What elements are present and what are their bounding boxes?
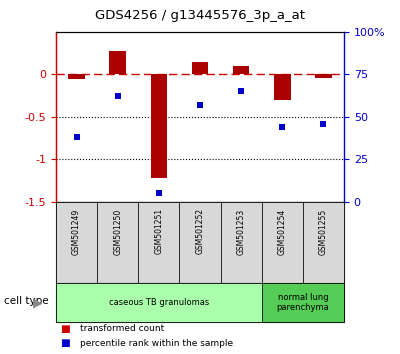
FancyBboxPatch shape bbox=[262, 202, 303, 283]
FancyBboxPatch shape bbox=[262, 283, 344, 322]
Text: GSM501255: GSM501255 bbox=[319, 208, 328, 255]
Text: GSM501249: GSM501249 bbox=[72, 208, 81, 255]
FancyBboxPatch shape bbox=[303, 202, 344, 283]
Text: caseous TB granulomas: caseous TB granulomas bbox=[109, 298, 209, 307]
Bar bbox=[68, 74, 85, 79]
Bar bbox=[233, 66, 249, 74]
FancyBboxPatch shape bbox=[220, 202, 262, 283]
Bar bbox=[192, 62, 208, 74]
FancyBboxPatch shape bbox=[138, 202, 180, 283]
Text: ▶: ▶ bbox=[33, 296, 43, 309]
Bar bbox=[110, 51, 126, 74]
Text: GDS4256 / g13445576_3p_a_at: GDS4256 / g13445576_3p_a_at bbox=[95, 9, 305, 22]
Bar bbox=[151, 74, 167, 178]
Text: GSM501252: GSM501252 bbox=[196, 208, 204, 255]
Text: GSM501251: GSM501251 bbox=[154, 208, 163, 255]
Text: GSM501250: GSM501250 bbox=[113, 208, 122, 255]
Text: GSM501253: GSM501253 bbox=[237, 208, 246, 255]
Text: cell type: cell type bbox=[4, 296, 49, 306]
Text: ■: ■ bbox=[60, 338, 70, 348]
Text: percentile rank within the sample: percentile rank within the sample bbox=[80, 339, 233, 348]
FancyBboxPatch shape bbox=[56, 202, 97, 283]
FancyBboxPatch shape bbox=[56, 283, 262, 322]
FancyBboxPatch shape bbox=[97, 202, 138, 283]
Text: GSM501254: GSM501254 bbox=[278, 208, 287, 255]
Bar bbox=[274, 74, 290, 100]
Bar bbox=[315, 74, 332, 78]
Text: ■: ■ bbox=[60, 324, 70, 333]
Text: normal lung
parenchyma: normal lung parenchyma bbox=[276, 293, 329, 312]
Text: transformed count: transformed count bbox=[80, 324, 164, 333]
FancyBboxPatch shape bbox=[180, 202, 220, 283]
